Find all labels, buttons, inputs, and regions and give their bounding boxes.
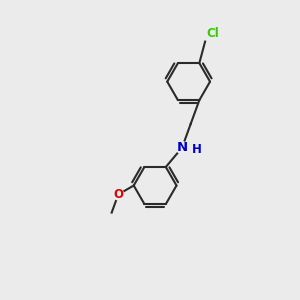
Text: H: H <box>192 142 201 156</box>
Text: N: N <box>176 141 188 154</box>
Circle shape <box>113 189 124 200</box>
Text: O: O <box>113 188 123 201</box>
Text: Cl: Cl <box>207 27 219 40</box>
Circle shape <box>176 142 188 154</box>
